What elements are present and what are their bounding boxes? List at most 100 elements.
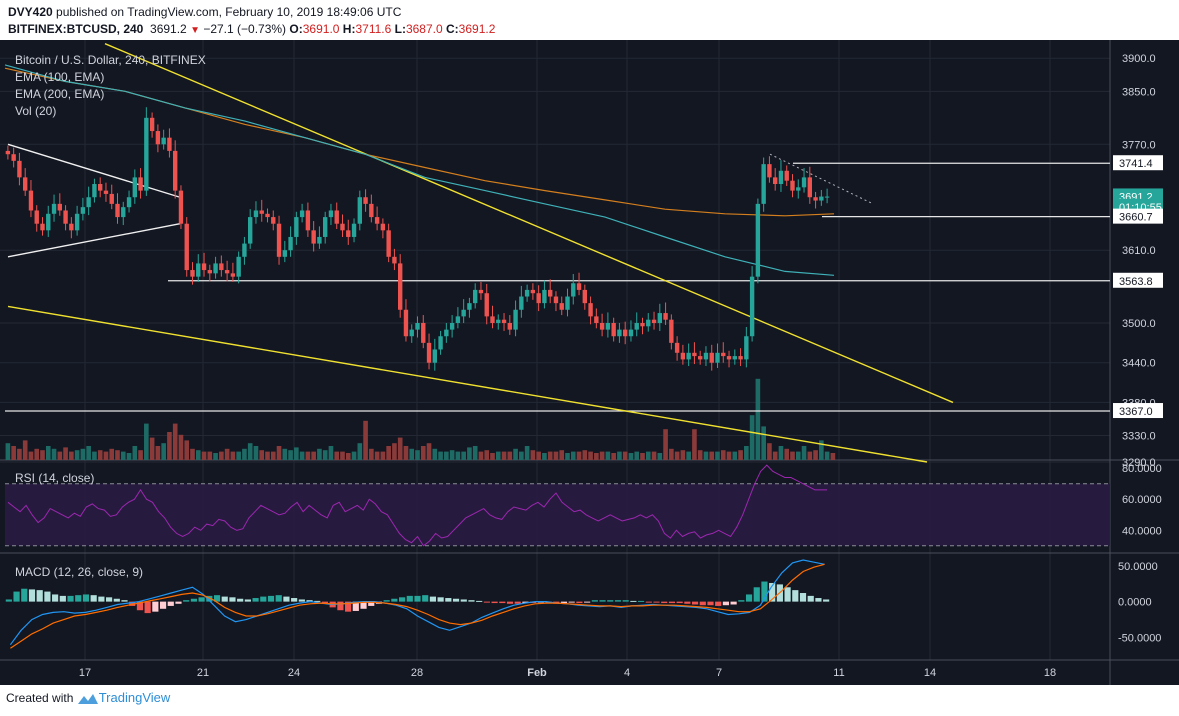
macd-hist-bar [291, 598, 298, 602]
volume-bar [628, 453, 634, 460]
volume-bar [397, 437, 403, 460]
volume-bar [807, 451, 813, 460]
macd-hist-bar [406, 595, 413, 602]
candle-body [767, 164, 772, 178]
brand-name[interactable]: TradingView [98, 690, 171, 705]
candle-body [415, 323, 420, 330]
volume-bar [265, 451, 270, 460]
volume-bar [813, 450, 818, 460]
volume-bars [5, 378, 836, 460]
macd-hist-bar [437, 597, 444, 602]
candle-body [132, 177, 137, 198]
ema-200-line [4, 64, 835, 276]
volume-bar [444, 451, 449, 460]
trend-line [7, 223, 181, 258]
candle-body [559, 303, 564, 310]
chart-area[interactable]: 3900.03850.03770.03610.03500.03440.03380… [0, 40, 1179, 685]
volume-bar [270, 451, 276, 460]
candle-body [265, 213, 270, 218]
macd-hist-bar [429, 596, 437, 602]
candle-body [196, 263, 201, 277]
candle-body [721, 352, 726, 357]
candle-body [513, 309, 518, 330]
candle-body [501, 319, 507, 323]
macd-hist-bar [468, 600, 475, 602]
candle-body [738, 356, 743, 360]
macd-axis-tick: 50.0000 [1118, 561, 1158, 573]
volume-bar [547, 451, 553, 460]
candle-body [778, 170, 784, 184]
volume-bar [755, 378, 761, 460]
volume-bar [155, 446, 161, 460]
volume-bar [288, 450, 293, 460]
candle-body [392, 256, 397, 264]
candle-body [565, 296, 570, 310]
candle-body [801, 177, 807, 188]
macd-hist-bar [44, 591, 51, 602]
volume-bar [305, 451, 311, 460]
candle-body [323, 217, 328, 237]
time-axis-tick: 7 [716, 667, 722, 679]
volume-bar [201, 451, 207, 460]
macd-hist-bar [514, 601, 521, 604]
created-with-text: Created with [6, 691, 74, 705]
price-axis-tick: 3440.0 [1122, 358, 1156, 370]
volume-bar [824, 451, 830, 460]
time-axis-tick: 24 [288, 667, 300, 679]
candle-body [178, 190, 184, 224]
candle-body [784, 170, 789, 181]
volume-bar [795, 451, 801, 460]
candle-body [444, 329, 449, 337]
high-label: H: [342, 22, 356, 36]
candle-body [426, 342, 432, 363]
candle-body [201, 263, 207, 271]
volume-bar [294, 447, 299, 460]
macd-hist-bar [306, 600, 313, 602]
volume-bar [565, 453, 570, 460]
volume-bar [92, 451, 97, 460]
legend-rsi: RSI (14, close) [15, 471, 94, 485]
candle-body [340, 223, 345, 231]
macd-hist-bar [67, 595, 74, 602]
volume-bar [576, 451, 582, 460]
time-axis-tick: Feb [527, 667, 547, 679]
candle-body [749, 276, 755, 337]
macd-hist-bar [722, 601, 729, 606]
trend-line [769, 153, 874, 205]
macd-axis-tick: 0.0000 [1118, 597, 1152, 609]
trend-line [104, 43, 954, 404]
candle-body [588, 303, 593, 317]
candle-body [74, 213, 80, 231]
author-name[interactable]: DVY420 [8, 5, 53, 19]
macd-hist-bar [391, 598, 398, 602]
volume-bar [495, 451, 501, 460]
candle-body [259, 210, 264, 214]
low-label: L: [394, 22, 406, 36]
trend-line [7, 143, 181, 198]
volume-bar [11, 446, 16, 460]
legend: Bitcoin / U.S. Dollar, 240, BITFINEX EMA… [15, 53, 206, 579]
volume-bar [663, 429, 668, 460]
volume-bar [299, 451, 305, 460]
candle-body [242, 243, 247, 257]
signal-line [10, 563, 825, 649]
volume-bar [819, 440, 824, 460]
macd-hist-bar [799, 593, 807, 602]
last-price: 3691.2 [150, 22, 187, 36]
candle-body [507, 323, 512, 330]
volume-bar [351, 451, 357, 460]
candle-body [11, 154, 16, 161]
volume-bar [57, 451, 63, 460]
volume-bar [345, 453, 351, 460]
candle-body [640, 323, 645, 327]
candle-body [709, 352, 714, 363]
price-axis-tick: 3610.0 [1122, 245, 1156, 257]
macd-hist-bar [159, 601, 167, 609]
time-axis-tick: 17 [79, 667, 91, 679]
macd-hist-bar [144, 601, 151, 614]
candle-body [34, 210, 39, 224]
candle-body [674, 342, 680, 353]
candle-body [657, 313, 662, 323]
volume-bar [178, 434, 184, 460]
volume-bar [611, 453, 616, 460]
